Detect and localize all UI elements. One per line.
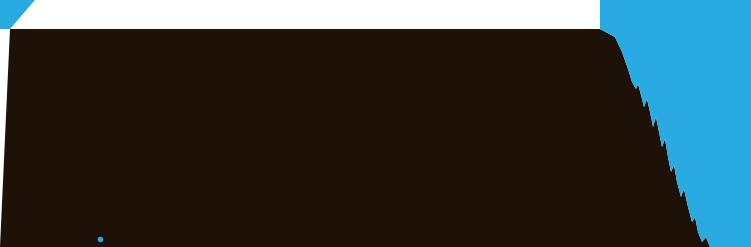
Polygon shape	[600, 0, 751, 247]
Polygon shape	[0, 0, 35, 29]
Polygon shape	[0, 29, 710, 247]
